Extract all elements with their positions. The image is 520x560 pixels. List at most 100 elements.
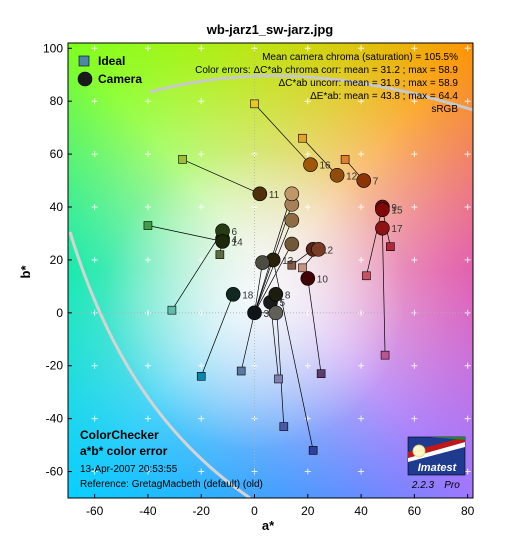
y-tick-label: 40 [50,200,64,214]
patch-label-8: 8 [285,290,291,301]
chart-title: wb-jarz1_sw-jarz.jpg [206,22,333,37]
error-line-3 [240,312,255,372]
ideal-point-3 [236,366,246,376]
stat-mean-chroma: Mean camera chroma (saturation) = 105.5% [262,52,458,63]
grid-cross [304,468,311,475]
camera-point-2 [311,242,326,257]
y-axis-label: b* [18,265,33,279]
grid-cross [91,151,98,158]
patch-label-14: 14 [232,237,244,248]
y-tick-label: -40 [46,412,64,426]
ideal-point-8 [279,422,289,431]
grid-cross [91,415,98,422]
ideal-point-18 [196,372,206,381]
error-line-10 [307,278,322,374]
grid-cross [411,204,418,211]
grid-cross [464,151,471,158]
ideal-point-10 [316,369,326,378]
error-line-17 [382,228,386,356]
legend-ideal-marker [78,55,90,67]
info-reference: Reference: GretagMacbeth (default) (old) [80,479,263,490]
error-line-14 [147,225,223,242]
grid-cross [358,204,365,211]
y-tick-label: 100 [43,41,63,55]
ideal-point-9 [362,271,371,281]
ideal-point-4 [215,250,225,259]
patch-label-6: 6 [232,227,238,238]
grid-cross [464,256,471,263]
grid-cross [464,204,471,211]
stats-box: Mean camera chroma (saturation) = 105.5%… [195,52,458,115]
camera-point-15 [375,202,390,217]
grid-cross [144,362,151,369]
grid-cross [358,151,365,158]
camera-point-20 [255,255,270,270]
grid-cross [144,204,151,211]
grid-cross [358,362,365,369]
x-tick-label: -60 [86,504,104,518]
camera-point-16 [303,157,318,172]
patch-label-16: 16 [319,161,331,172]
grid-cross [304,204,311,211]
camera-point-22 [284,212,300,228]
grid-cross [411,415,418,422]
camera-point-3 [247,305,262,321]
x-tick-label: 40 [354,504,368,518]
grid-cross [198,415,205,422]
x-tick-label: -20 [193,504,211,518]
grid-cross [198,468,205,475]
ideal-point-5 [274,374,283,384]
y-tick-label: 60 [50,147,64,161]
ideal-point-7 [340,155,350,164]
grid-cross [144,45,151,52]
grid-cross [358,45,365,52]
plot-frame [67,42,474,499]
info-chart-name: ColorChecker [80,428,159,442]
grid-cross [304,151,311,158]
grid-cross [411,151,418,158]
x-tick-label: 0 [251,504,258,518]
grid-cross [411,98,418,105]
ideal-point-2 [298,263,307,273]
grid-cross [91,256,98,263]
grid-cross [91,204,98,211]
ideal-point-11 [178,155,187,164]
camera-point-21 [284,236,300,252]
grid-cross [144,98,151,105]
gamut-boundary-lower [68,231,251,498]
grid-cross [144,415,151,422]
gamut-boundary-upper [149,74,473,112]
grid-cross [358,415,365,422]
patch-label-15: 15 [391,206,403,217]
patch-label-17: 17 [391,224,403,235]
grid-cross [464,45,471,52]
grid-cross [358,98,365,105]
error-line-12 [302,137,338,176]
x-tick-label: 20 [301,504,315,518]
error-line-16 [254,103,311,165]
legend-camera-marker [77,71,93,87]
stat-chroma-uncorr: ΔC*ab uncorr: mean = 31.9 ; max = 58.9 [278,78,458,89]
patch-label-9: 9 [391,203,397,214]
camera-point-12 [329,167,345,183]
error-line-20 [254,262,263,313]
y-tick-label: 80 [50,94,64,108]
grid-cross [198,204,205,211]
patch-label-3: 3 [264,309,270,320]
grid-cross [198,151,205,158]
grid-cross [144,151,151,158]
x-tick-label: 80 [461,504,475,518]
ideal-point-6 [167,305,177,315]
camera-point-19 [268,305,284,321]
patch-label-4: 4 [232,235,238,246]
x-tick-label: 60 [408,504,422,518]
grid-cross [464,98,471,105]
grid-cross [358,468,365,475]
info-subtitle: a*b* color error [80,444,168,458]
grid-cross [411,45,418,52]
stat-chroma-corr: Color errors: ΔC*ab chroma corr: mean = … [195,65,458,76]
error-line-18 [200,294,234,377]
patch-label-2: 2 [327,245,333,256]
